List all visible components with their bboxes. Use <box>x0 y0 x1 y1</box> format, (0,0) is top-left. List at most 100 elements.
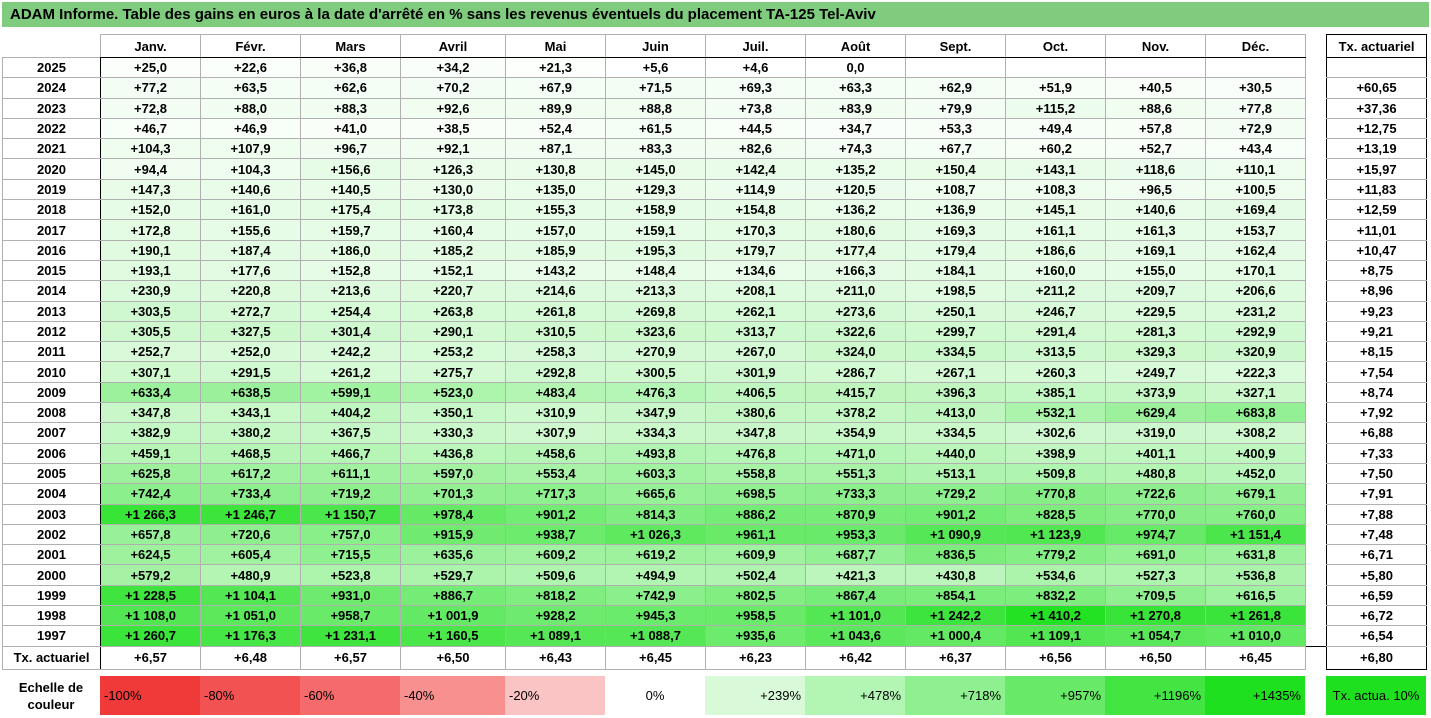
gain-cell <box>1005 56 1106 79</box>
tx-value: +8,74 <box>1326 381 1427 404</box>
gain-cell: +1 228,5 <box>100 584 201 607</box>
column-gap <box>1305 524 1327 545</box>
gain-cell: +69,3 <box>705 77 806 99</box>
gain-cell: +679,1 <box>1205 483 1306 505</box>
column-gap <box>1305 260 1327 281</box>
gain-cell: +286,7 <box>805 361 906 383</box>
gain-cell: +177,4 <box>805 239 906 261</box>
gain-cell: +1 104,1 <box>200 584 301 607</box>
gain-cell: +322,6 <box>805 320 906 343</box>
gain-cell: +158,9 <box>605 199 706 221</box>
gain-cell: +1 026,3 <box>605 523 706 546</box>
gain-cell: +313,7 <box>705 320 806 343</box>
gain-cell: +72,8 <box>100 97 201 119</box>
gain-cell: +1 246,7 <box>200 503 301 525</box>
gain-cell: +46,7 <box>100 117 201 140</box>
gain-cell: +323,6 <box>605 320 706 343</box>
table-row: 2001 +624,5 +605,4 +715,5 +635,6 +609,2 +619,2… <box>2 544 1427 566</box>
scale-step: 0% <box>605 676 705 715</box>
gain-cell: +114,9 <box>705 178 806 201</box>
gain-cell: +150,4 <box>905 158 1006 180</box>
gain-cell: +483,4 <box>505 381 606 404</box>
gain-cell: +152,0 <box>100 199 201 221</box>
table-row: 2016 +190,1 +187,4 +186,0 +185,2 +185,9 +195,3… <box>2 239 1427 261</box>
gain-cell: +619,2 <box>605 544 706 566</box>
gain-cell: +62,6 <box>300 77 401 99</box>
gain-cell: +347,8 <box>705 422 806 444</box>
gain-cell: +38,5 <box>400 117 506 140</box>
table-row: 2017 +172,8 +155,6 +159,7 +160,4 +157,0 +159,1… <box>2 219 1427 241</box>
footer-value: +6,48 <box>200 645 301 670</box>
gain-cell: +172,8 <box>100 219 201 241</box>
tx-value: +8,15 <box>1326 341 1427 363</box>
column-gap <box>1305 605 1327 626</box>
gain-cell: +156,6 <box>300 158 401 180</box>
gain-cell: +458,6 <box>505 442 606 464</box>
gain-cell: +378,2 <box>805 402 906 424</box>
gain-cell: +25,0 <box>100 56 201 79</box>
tx-value: +11,01 <box>1326 219 1427 241</box>
footer-value: +6,50 <box>1105 645 1206 670</box>
gain-cell: +476,3 <box>605 381 706 404</box>
gain-cell: +193,1 <box>100 259 201 282</box>
gain-cell: +71,5 <box>605 77 706 99</box>
table-row: 2002 +657,8 +720,6 +757,0 +915,9 +938,7 +1 026… <box>2 523 1427 546</box>
gain-cell: +104,3 <box>100 138 201 160</box>
tx-value: +60,65 <box>1326 77 1427 99</box>
table-row: 2009 +633,4 +638,5 +599,1 +523,0 +483,4 +476,3… <box>2 381 1427 404</box>
gain-cell: +343,1 <box>200 402 301 424</box>
year-label: 2010 <box>2 361 101 383</box>
gain-cell: +978,4 <box>400 503 506 525</box>
gain-cell: +275,7 <box>400 361 506 383</box>
color-scale: Echelle de couleur -100% -80% -60% -40% -20% 0… <box>2 676 1426 715</box>
table-row: 2024 +77,2 +63,5 +62,6 +70,2 +67,9 +71,5 +69,3 +… <box>2 77 1427 99</box>
gain-cell: +480,9 <box>200 564 301 586</box>
gain-cell: +22,6 <box>200 56 301 79</box>
footer-label: Tx. actuariel <box>2 645 101 670</box>
scale-step: +1435% <box>1205 676 1305 715</box>
gain-cell: +175,4 <box>300 199 401 221</box>
gain-cell: +152,1 <box>400 259 506 282</box>
gain-cell: +261,2 <box>300 361 401 383</box>
year-label: 2015 <box>2 259 101 282</box>
gain-cell: +83,9 <box>805 97 906 119</box>
scale-step: +239% <box>705 676 805 715</box>
gain-cell: +115,2 <box>1005 97 1106 119</box>
gain-cell: +209,7 <box>1105 280 1206 302</box>
table-row: 2019 +147,3 +140,6 +140,5 +130,0 +135,0 +129,3… <box>2 178 1427 201</box>
gain-cell: +1 101,0 <box>805 605 906 627</box>
year-label: 2005 <box>2 462 101 485</box>
column-gap <box>1305 138 1327 159</box>
header-row: Janv. Févr. Mars Avril Mai Juin Juil. Août Sept.… <box>3 34 1427 58</box>
gain-cell: +63,5 <box>200 77 301 99</box>
gain-cell: +638,5 <box>200 381 301 404</box>
gain-cell: +400,9 <box>1205 442 1306 464</box>
gain-cell: +867,4 <box>805 584 906 607</box>
gain-cell: +617,2 <box>200 462 301 485</box>
page-title: ADAM Informe. Table des gains en euros à… <box>2 2 1429 27</box>
gain-cell: +729,2 <box>905 483 1006 505</box>
tx-value: +7,91 <box>1326 483 1427 505</box>
gain-cell: +153,7 <box>1205 219 1306 241</box>
gain-cell: +494,9 <box>605 564 706 586</box>
gain-cell: +760,0 <box>1205 503 1306 525</box>
gain-cell: +1 231,1 <box>300 625 401 647</box>
column-gap <box>1305 341 1327 362</box>
table-body: 2025 +25,0 +22,6 +36,8 +34,2 +21,3 +5,6 +4,6 0,0… <box>2 56 1427 670</box>
gain-cell: +185,2 <box>400 239 506 261</box>
gain-cell: +72,9 <box>1205 117 1306 140</box>
year-label: 2008 <box>2 402 101 424</box>
year-label: 1998 <box>2 605 101 627</box>
gain-cell: +1 088,7 <box>605 625 706 647</box>
column-gap <box>1305 504 1327 525</box>
column-gap <box>1305 463 1327 484</box>
footer-value: +6,23 <box>705 645 806 670</box>
gain-cell: +509,8 <box>1005 462 1106 485</box>
gain-cell: +779,2 <box>1005 544 1106 566</box>
gain-cell: +327,1 <box>1205 381 1306 404</box>
gain-cell: +958,5 <box>705 605 806 627</box>
month-header: Févr. <box>200 34 301 58</box>
gain-cell: +480,8 <box>1105 462 1206 485</box>
gain-cell: +609,2 <box>505 544 606 566</box>
month-header: Mars <box>300 34 401 58</box>
